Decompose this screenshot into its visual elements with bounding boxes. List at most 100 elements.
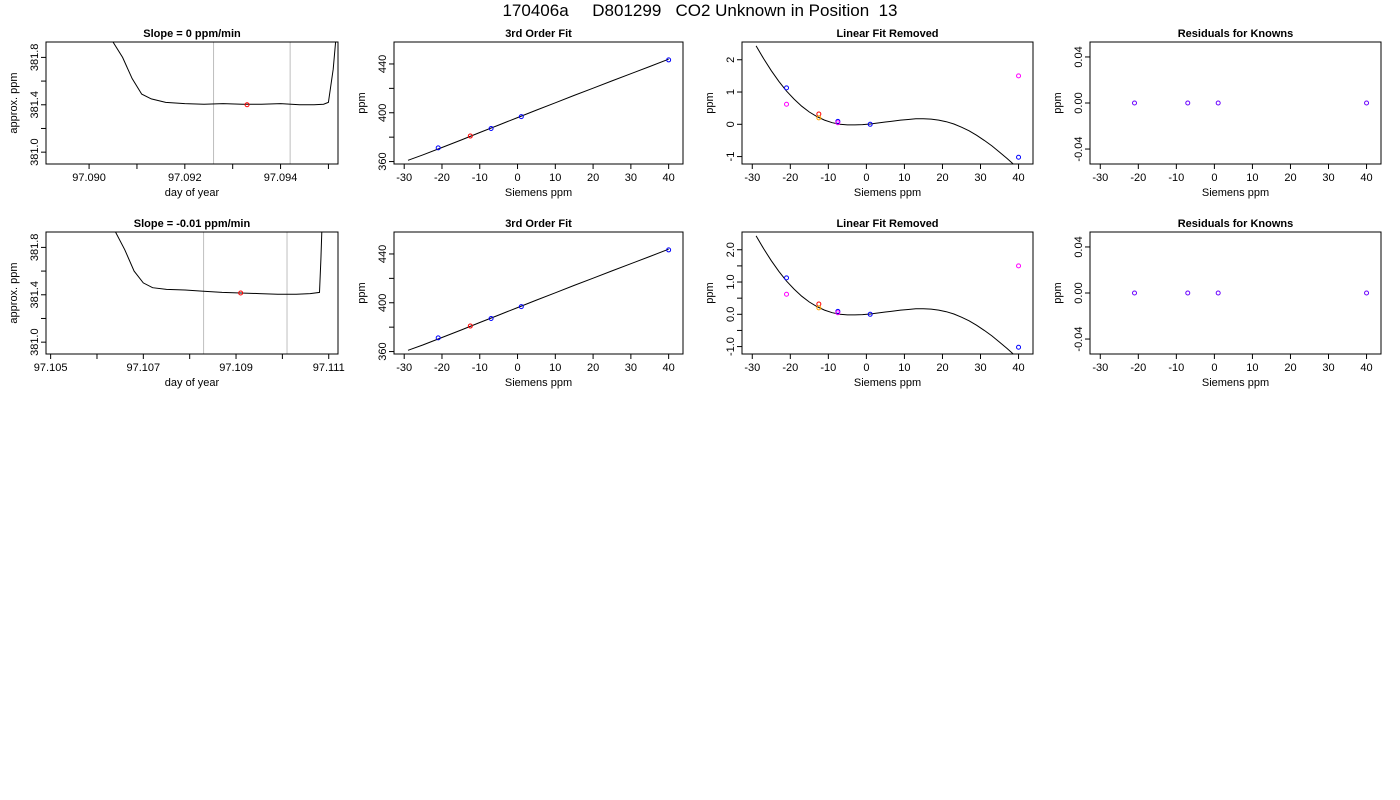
x-tick-label: 20	[936, 362, 948, 374]
x-tick-label: 30	[625, 172, 637, 184]
data-point	[1364, 290, 1370, 296]
plot-area	[115, 232, 323, 296]
x-axis-label: Siemens ppm	[1202, 377, 1269, 389]
series-line	[755, 235, 1014, 354]
x-tick-label: -10	[820, 362, 836, 374]
chart-panel-1: Slope = 0 ppm/min 97.090 97.092 97.094 381.0…	[8, 28, 339, 199]
chart-title: Linear Fit Removed	[836, 218, 938, 230]
x-tick-label: -10	[1168, 172, 1184, 184]
data-point	[435, 335, 441, 341]
x-tick-label: -30	[396, 362, 412, 374]
y-axis-label: approx. ppm	[8, 72, 20, 133]
y-tick-label: 381.0	[29, 138, 41, 166]
data-point	[467, 323, 473, 329]
data-point	[488, 315, 494, 321]
chart-title: 3rd Order Fit	[505, 218, 572, 230]
x-axis-label: Siemens ppm	[854, 377, 921, 389]
x-tick-label: -30	[1092, 362, 1108, 374]
y-tick-label: 381.8	[29, 234, 41, 262]
data-point	[518, 304, 524, 310]
x-tick-label: -20	[434, 362, 450, 374]
y-tick-label: 0.0	[725, 307, 737, 322]
plot-area	[1132, 100, 1370, 106]
x-tick-label: 0	[514, 362, 520, 374]
x-tick-label: 97.109	[219, 362, 253, 374]
x-tick-label: -20	[1130, 172, 1146, 184]
x-tick-label: -10	[820, 172, 836, 184]
data-point	[1185, 100, 1191, 106]
x-tick-label: -30	[1092, 172, 1108, 184]
series-line	[407, 58, 669, 161]
y-tick-label: -0.04	[1073, 136, 1085, 161]
x-tick-label: 97.105	[34, 362, 68, 374]
x-tick-label: 30	[625, 362, 637, 374]
data-point	[666, 247, 672, 253]
x-tick-label: -30	[744, 362, 760, 374]
y-tick-label: 0	[725, 121, 737, 127]
x-tick-label: 30	[974, 172, 986, 184]
chart-title: Residuals for Knowns	[1178, 218, 1294, 230]
y-axis-label: ppm	[356, 282, 368, 303]
data-point	[1016, 263, 1022, 269]
chart-panel-7: Linear Fit Removed -30 -20 -10 0 10 20 30 40 -1.0…	[704, 218, 1034, 389]
series-line	[112, 42, 337, 106]
plot-area	[755, 235, 1022, 354]
x-tick-label: 30	[1322, 362, 1334, 374]
page-title: 170406a D801299 CO2 Unknown in Position …	[502, 1, 898, 20]
chart-title: Linear Fit Removed	[836, 28, 938, 40]
x-axis-label: Siemens ppm	[1202, 187, 1269, 199]
y-tick-label: 360	[377, 342, 389, 360]
x-tick-label: 30	[1322, 172, 1334, 184]
x-tick-label: 20	[936, 172, 948, 184]
y-axis-label: ppm	[1052, 92, 1064, 113]
x-tick-label: -10	[472, 172, 488, 184]
y-tick-label: 381.8	[29, 44, 41, 72]
x-tick-label: 0	[1211, 362, 1217, 374]
y-tick-label: 381.0	[29, 328, 41, 356]
data-point	[835, 310, 841, 316]
data-point	[1185, 290, 1191, 296]
x-tick-label: 10	[549, 362, 561, 374]
data-point	[784, 291, 790, 297]
plot-frame	[1089, 41, 1382, 165]
chart-title: Slope = 0 ppm/min	[143, 28, 241, 40]
x-tick-label: 0	[514, 172, 520, 184]
plot-frame	[393, 231, 684, 355]
data-point	[488, 125, 494, 131]
x-tick-label: 20	[587, 362, 599, 374]
y-tick-label: 440	[377, 245, 389, 263]
x-tick-label: 97.111	[313, 362, 345, 374]
y-tick-label: 440	[377, 55, 389, 73]
plot-frame	[741, 41, 1034, 165]
plot-area	[1132, 290, 1370, 296]
x-axis-label: day of year	[165, 187, 220, 199]
y-tick-label: 1	[725, 89, 737, 95]
data-point	[784, 101, 790, 107]
x-tick-label: 97.092	[168, 172, 202, 184]
x-axis-label: Siemens ppm	[505, 187, 572, 199]
y-tick-label: 381.4	[29, 91, 41, 119]
x-tick-label: 0	[863, 362, 869, 374]
x-tick-label: 40	[663, 172, 675, 184]
plot-frame	[741, 231, 1034, 355]
x-tick-label: 40	[1360, 362, 1372, 374]
y-axis-label: ppm	[356, 92, 368, 113]
x-tick-label: -20	[782, 362, 798, 374]
y-tick-label: 1.0	[725, 274, 737, 289]
x-tick-label: 10	[898, 362, 910, 374]
y-tick-label: 0.04	[1073, 236, 1085, 257]
y-tick-label: 400	[377, 104, 389, 122]
plot-frame	[45, 41, 339, 165]
x-tick-label: -20	[434, 172, 450, 184]
y-tick-label: 381.4	[29, 281, 41, 309]
data-point	[435, 145, 441, 151]
x-tick-label: 97.090	[72, 172, 106, 184]
data-point	[784, 85, 790, 91]
data-point	[1215, 100, 1221, 106]
y-tick-label: -1	[725, 152, 737, 162]
chart-title: Residuals for Knowns	[1178, 28, 1294, 40]
x-tick-label: 20	[1284, 172, 1296, 184]
x-tick-label: 0	[1211, 172, 1217, 184]
chart-panel-5: Slope = -0.01 ppm/min 97.105 97.107 97.109 9…	[8, 218, 345, 389]
